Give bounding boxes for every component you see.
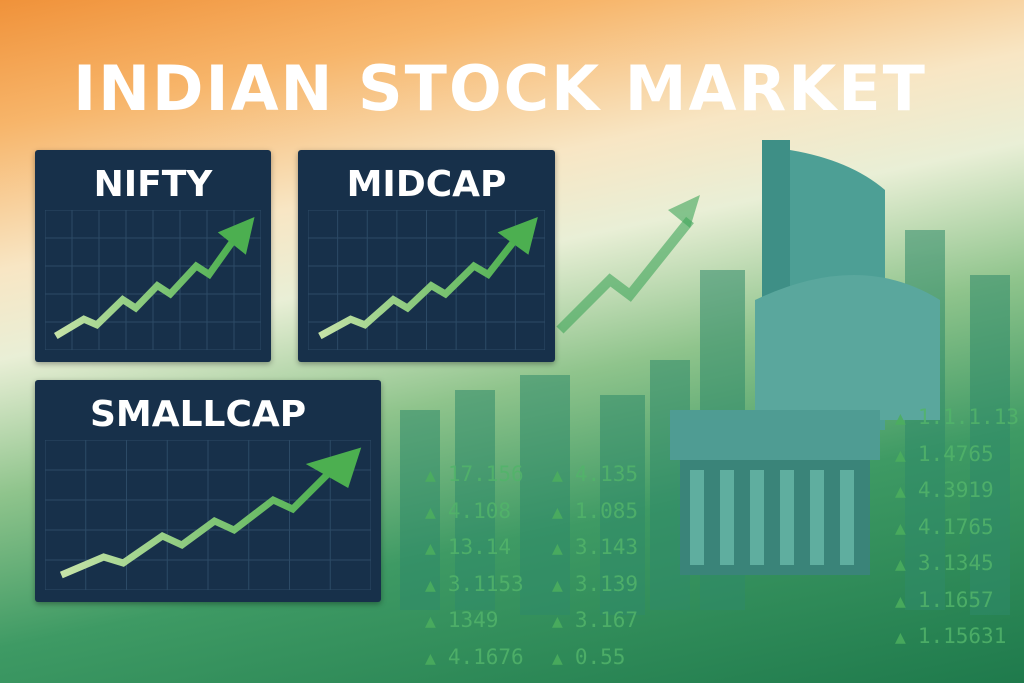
ticker-item: ▲ 1.15631 <box>895 619 1019 656</box>
ticker-value: 4.108 <box>447 498 512 523</box>
midcap-chart <box>308 210 545 350</box>
arrow-head-icon <box>305 447 362 488</box>
ticker-item: ▲ 3.1153 <box>425 567 524 604</box>
ticker-value: 3.139 <box>574 571 639 596</box>
ticker-column: ▲ 1.1.1.13 ▲ 1.4765 ▲ 4.3919 ▲ 4.1765 ▲ 3.1345 ▲ 1.… <box>895 400 1019 656</box>
arrow-head-icon <box>497 217 538 255</box>
triangle-up-icon: ▲ <box>425 538 436 559</box>
ticker-item: ▲ 4.135 <box>552 457 638 494</box>
ticker-item: ▲ 4.3919 <box>895 473 1019 510</box>
ticker-value: 4.3919 <box>917 478 994 502</box>
nifty-panel: NIFTY <box>35 150 271 362</box>
panel-label: NIFTY <box>93 164 213 205</box>
ticker-item: ▲ 3.139 <box>552 567 638 604</box>
ticker-column: ▲ 4.135 ▲ 1.085 ▲ 3.143 ▲ 3.139 ▲ 3.167 ▲ 0.55 <box>552 457 638 676</box>
ticker-value: 4.1765 <box>917 514 994 539</box>
ticker-value: 1.4765 <box>917 441 994 466</box>
ticker-value: 4.1676 <box>447 644 524 669</box>
triangle-up-icon: ▲ <box>425 465 436 486</box>
triangle-up-icon: ▲ <box>895 554 906 575</box>
triangle-up-icon: ▲ <box>552 501 563 523</box>
triangle-up-icon: ▲ <box>552 465 563 486</box>
ticker-item: ▲ 0.55 <box>552 640 638 677</box>
ticker-value: 0.55 <box>574 644 626 669</box>
ticker-item: ▲ 4.1676 <box>425 640 524 677</box>
triangle-up-icon: ▲ <box>895 517 906 539</box>
nifty-chart <box>45 210 261 350</box>
ticker-item: ▲ 1.085 <box>552 494 638 531</box>
midcap-panel: MIDCAP <box>298 150 555 362</box>
ticker-value: 3.143 <box>574 535 639 559</box>
triangle-up-icon: ▲ <box>425 501 436 523</box>
ticker-value: 3.1153 <box>447 571 524 596</box>
trend-arrow-line <box>59 467 335 579</box>
ticker-item: ▲ 1349 <box>425 603 524 640</box>
ticker-column: ▲ 17.156 ▲ 4.108 ▲ 13.14 ▲ 3.1153 ▲ 1349 ▲ 4.1676 <box>425 457 524 676</box>
smallcap-chart <box>45 440 371 590</box>
stock-exchange-building <box>670 140 940 575</box>
ticker-item: ▲ 13.14 <box>425 530 524 567</box>
ticker-value: 13.14 <box>447 535 512 559</box>
triangle-up-icon: ▲ <box>895 590 906 612</box>
ticker-value: 4.135 <box>574 462 639 486</box>
ticker-value: 1.1.1.13 <box>917 405 1019 429</box>
triangle-up-icon: ▲ <box>425 611 436 632</box>
triangle-up-icon: ▲ <box>895 444 906 466</box>
trend-arrow-line <box>318 235 520 340</box>
ticker-value: 3.167 <box>574 608 639 632</box>
triangle-up-icon: ▲ <box>425 574 436 596</box>
page-title: INDIAN STOCK MARKET <box>73 52 927 125</box>
trend-arrow-line <box>54 235 238 340</box>
ticker-value: 17.156 <box>447 462 524 486</box>
ticker-value: 1.085 <box>574 498 639 523</box>
ticker-value: 1349 <box>447 608 499 632</box>
triangle-up-icon: ▲ <box>895 627 906 648</box>
ticker-item: ▲ 3.1345 <box>895 546 1019 583</box>
smallcap-panel: SMALLCAP <box>35 380 381 602</box>
ticker-item: ▲ 1.4765 <box>895 437 1019 474</box>
ticker-value: 3.1345 <box>917 551 994 575</box>
ticker-item: ▲ 3.167 <box>552 603 638 640</box>
ticker-value: 1.1657 <box>917 587 994 612</box>
ticker-item: ▲ 4.108 <box>425 494 524 531</box>
ticker-item: ▲ 3.143 <box>552 530 638 567</box>
triangle-up-icon: ▲ <box>895 481 906 502</box>
ticker-value: 1.15631 <box>917 624 1007 648</box>
ticker-item: ▲ 1.1657 <box>895 583 1019 620</box>
ticker-item: ▲ 4.1765 <box>895 510 1019 547</box>
panel-label: SMALLCAP <box>90 394 307 435</box>
triangle-up-icon: ▲ <box>552 538 563 559</box>
triangle-up-icon: ▲ <box>552 611 563 632</box>
triangle-up-icon: ▲ <box>552 574 563 596</box>
ticker-item: ▲ 17.156 <box>425 457 524 494</box>
triangle-up-icon: ▲ <box>895 408 906 429</box>
triangle-up-icon: ▲ <box>552 647 563 669</box>
triangle-up-icon: ▲ <box>425 647 436 669</box>
arrow-head-icon <box>217 217 255 255</box>
background-arrow <box>556 216 694 334</box>
panel-label: MIDCAP <box>346 164 507 205</box>
ticker-item: ▲ 1.1.1.13 <box>895 400 1019 437</box>
